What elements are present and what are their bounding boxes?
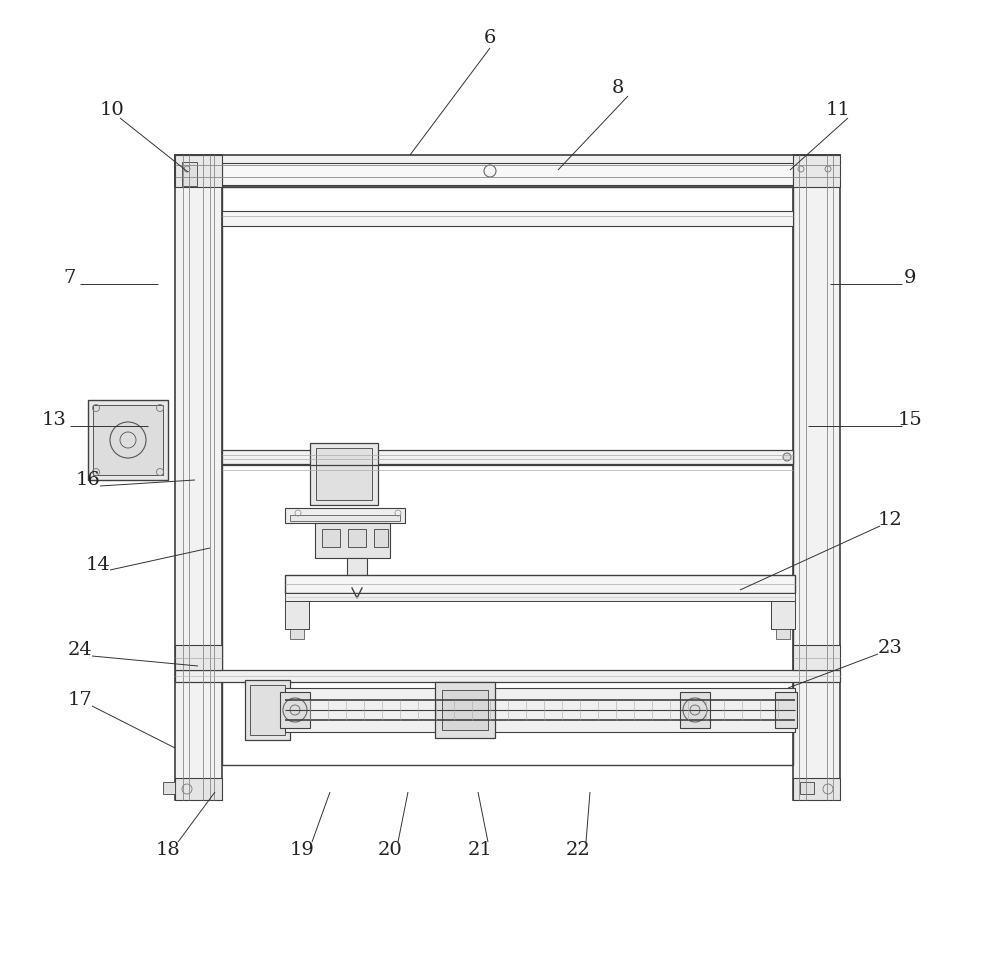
Bar xyxy=(322,529,340,547)
Text: 23: 23 xyxy=(878,639,902,657)
Bar xyxy=(222,187,793,765)
Text: 10: 10 xyxy=(100,101,124,119)
Bar xyxy=(775,692,797,728)
Bar xyxy=(374,529,388,547)
Bar xyxy=(290,515,400,521)
Text: 21: 21 xyxy=(468,841,492,859)
Text: 19: 19 xyxy=(290,841,314,859)
Bar xyxy=(352,576,362,588)
Text: 11: 11 xyxy=(826,101,850,119)
Bar xyxy=(435,682,495,738)
Text: 7: 7 xyxy=(64,269,76,287)
Bar xyxy=(771,601,795,629)
Bar xyxy=(93,405,163,475)
Bar xyxy=(285,688,795,732)
Bar xyxy=(222,450,793,464)
Bar xyxy=(348,529,366,547)
Bar xyxy=(442,690,488,730)
Bar xyxy=(347,558,367,576)
Bar xyxy=(285,575,795,593)
Text: 9: 9 xyxy=(904,269,916,287)
Bar xyxy=(793,155,840,800)
Circle shape xyxy=(783,453,791,461)
Bar xyxy=(280,692,310,728)
Bar xyxy=(285,601,309,629)
Bar xyxy=(175,645,222,670)
Bar xyxy=(316,448,372,500)
Bar xyxy=(793,645,840,670)
Bar xyxy=(793,778,840,800)
Text: 12: 12 xyxy=(878,511,902,529)
Bar xyxy=(175,155,840,187)
Circle shape xyxy=(283,698,307,722)
Bar xyxy=(175,155,222,187)
Text: 16: 16 xyxy=(76,471,100,489)
Bar xyxy=(290,629,304,639)
Bar xyxy=(315,523,390,558)
Bar xyxy=(793,155,840,187)
Bar xyxy=(175,670,840,682)
Text: 24: 24 xyxy=(68,641,92,659)
Text: 20: 20 xyxy=(378,841,402,859)
Bar xyxy=(88,400,168,480)
Bar xyxy=(250,685,285,735)
Bar xyxy=(776,629,790,639)
Bar xyxy=(285,593,795,601)
Bar xyxy=(285,508,405,523)
Text: 17: 17 xyxy=(68,691,92,709)
Bar xyxy=(175,778,222,800)
Text: 18: 18 xyxy=(156,841,180,859)
Text: 8: 8 xyxy=(612,79,624,97)
Bar xyxy=(800,782,814,794)
Circle shape xyxy=(683,698,707,722)
Bar xyxy=(222,163,793,185)
Bar xyxy=(310,443,378,505)
Text: 22: 22 xyxy=(566,841,590,859)
Text: 14: 14 xyxy=(86,556,110,574)
Bar xyxy=(175,155,222,800)
Bar xyxy=(222,211,793,226)
Bar xyxy=(163,782,175,794)
Bar xyxy=(245,680,290,740)
Text: 13: 13 xyxy=(42,411,66,429)
Bar xyxy=(182,162,197,186)
Bar xyxy=(680,692,710,728)
Text: 15: 15 xyxy=(898,411,922,429)
Text: 6: 6 xyxy=(484,29,496,47)
